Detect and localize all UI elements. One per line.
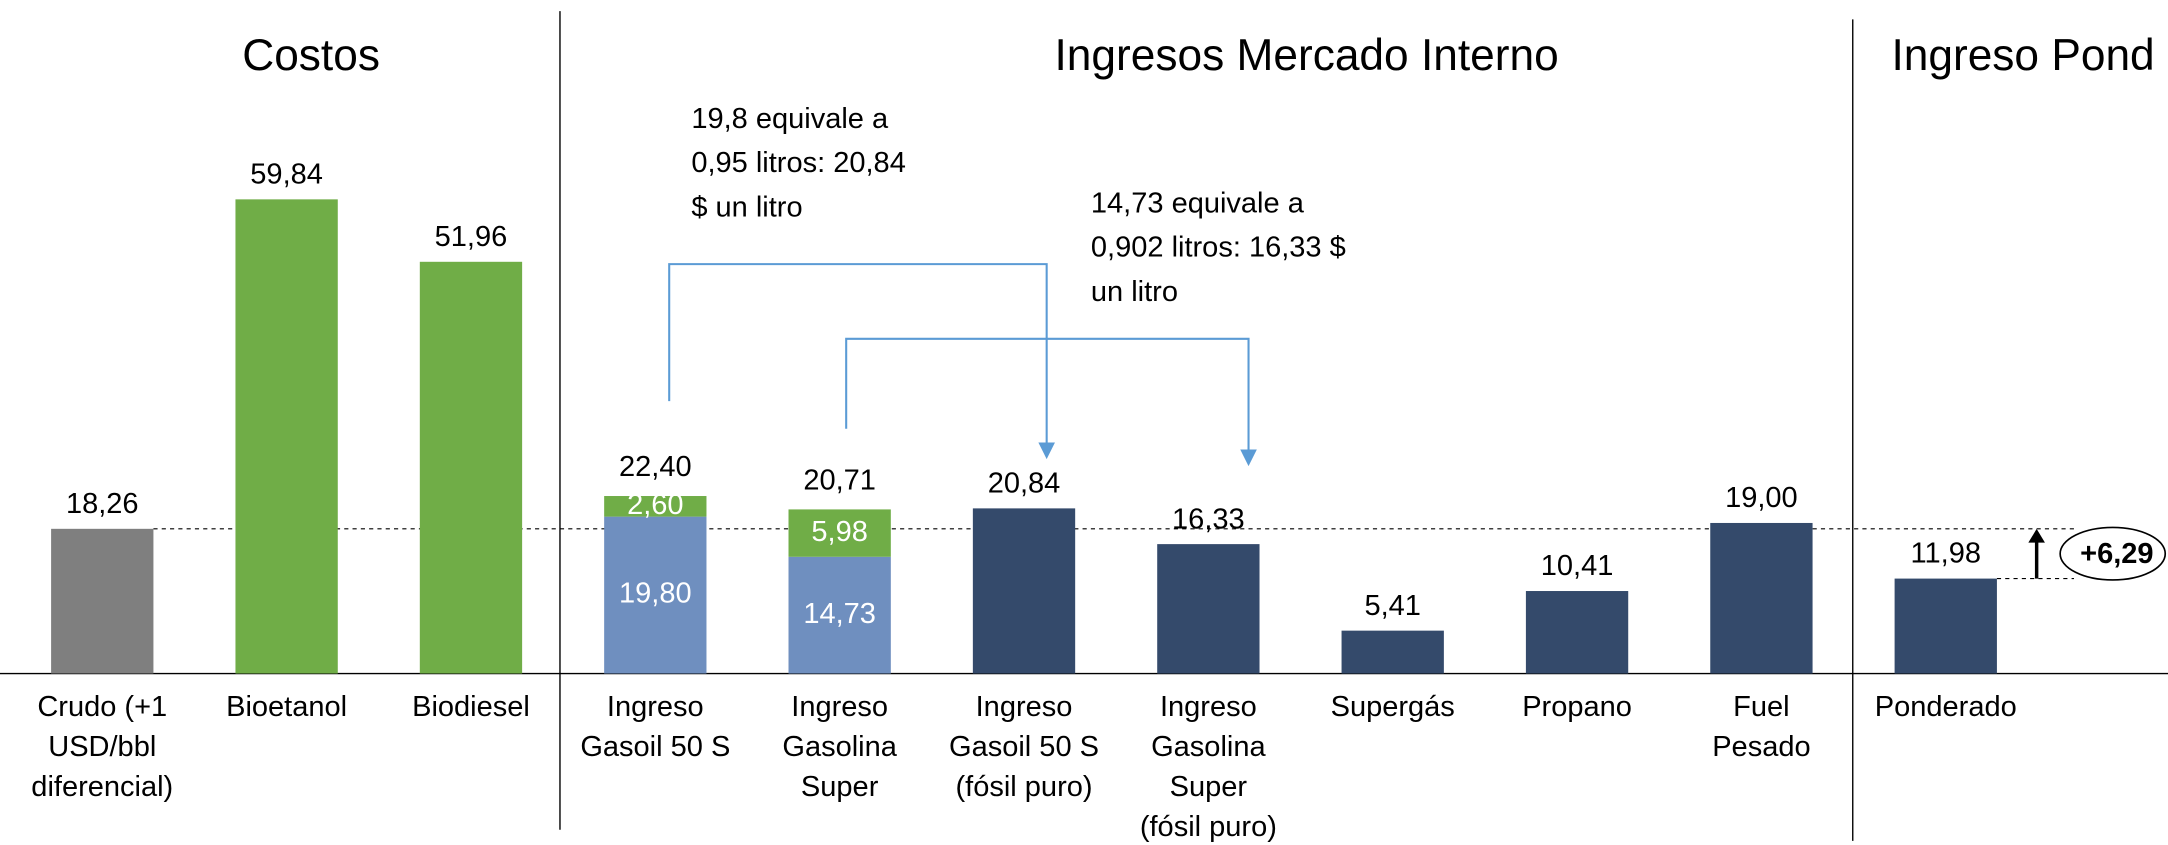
bar bbox=[51, 528, 154, 674]
x-tick-label: USD/bbl bbox=[48, 731, 156, 763]
total-label: 20,71 bbox=[803, 464, 876, 496]
bar bbox=[1341, 630, 1444, 674]
value-label: 11,98 bbox=[1911, 538, 1981, 570]
x-tick-label: Bioetanol bbox=[226, 691, 347, 723]
value-label: 5,41 bbox=[1364, 590, 1420, 622]
x-tick-label: diferencial) bbox=[31, 771, 173, 803]
bar bbox=[604, 516, 707, 674]
section-title: Ingreso Pond bbox=[1891, 31, 2154, 80]
arrowhead bbox=[1038, 442, 1055, 460]
value-label: 18,26 bbox=[66, 488, 139, 520]
difference-label: +6,29 bbox=[2080, 538, 2153, 570]
x-tick-label: Super bbox=[801, 771, 879, 803]
x-tick-label: Ingreso bbox=[1160, 691, 1257, 723]
bar bbox=[419, 261, 523, 674]
value-label: 19,00 bbox=[1725, 482, 1798, 514]
annotation: $ un litro bbox=[691, 191, 802, 223]
section-title: Ingresos Mercado Interno bbox=[1055, 31, 1559, 80]
value-label: 20,84 bbox=[988, 468, 1061, 500]
annotation: 19,8 equivale a bbox=[691, 103, 889, 135]
annotation: un litro bbox=[1091, 276, 1178, 308]
x-tick-label: Gasoil 50 S bbox=[949, 731, 1099, 763]
bar-segment bbox=[788, 509, 891, 557]
x-tick-label: Ingreso bbox=[607, 691, 704, 723]
value-label: 10,41 bbox=[1541, 550, 1614, 582]
x-tick-label: Ponderado bbox=[1875, 691, 2017, 723]
x-tick-label: Ingreso bbox=[976, 691, 1073, 723]
bar bbox=[1157, 544, 1260, 674]
x-tick-label: Gasolina bbox=[1151, 731, 1266, 763]
segment-label: 19,80 bbox=[619, 578, 692, 610]
arrowhead bbox=[1240, 449, 1257, 467]
x-tick-label: Gasolina bbox=[782, 731, 897, 763]
bar bbox=[1710, 522, 1813, 674]
annotation: 0,902 litros: 16,33 $ bbox=[1091, 232, 1346, 264]
x-tick-label: Ingreso bbox=[791, 691, 888, 723]
bar bbox=[1894, 578, 1997, 674]
segment-label: 5,98 bbox=[811, 516, 867, 548]
x-tick-label: Supergás bbox=[1331, 691, 1455, 723]
x-tick-label: Propano bbox=[1522, 691, 1632, 723]
x-tick-label: Biodiesel bbox=[412, 691, 530, 723]
x-tick-label: Super bbox=[1170, 771, 1248, 803]
x-tick-label: Pesado bbox=[1712, 731, 1810, 763]
total-label: 22,40 bbox=[619, 451, 692, 483]
section-title: Costos bbox=[242, 31, 380, 80]
bar bbox=[972, 508, 1076, 674]
segment-label: 14,73 bbox=[803, 598, 876, 630]
value-label: 16,33 bbox=[1172, 503, 1245, 535]
annotation: 0,95 litros: 20,84 bbox=[691, 147, 906, 179]
bar bbox=[788, 556, 891, 674]
value-label: 59,84 bbox=[250, 159, 323, 191]
annotation: 14,73 equivale a bbox=[1091, 187, 1305, 219]
x-tick-label: Gasoil 50 S bbox=[580, 731, 730, 763]
bar bbox=[235, 199, 338, 674]
connector bbox=[845, 337, 1250, 464]
difference-arrowhead bbox=[2028, 528, 2045, 543]
segment-label: 2,60 bbox=[627, 489, 683, 521]
x-tick-label: (fósil puro) bbox=[955, 771, 1092, 803]
value-label: 51,96 bbox=[435, 221, 508, 253]
difference-badge bbox=[2059, 526, 2167, 581]
x-tick-label: (fósil puro) bbox=[1140, 811, 1277, 843]
x-tick-label: Crudo (+1 bbox=[37, 691, 167, 723]
x-tick-label: Fuel bbox=[1733, 691, 1789, 723]
bar-segment bbox=[604, 496, 707, 517]
bar bbox=[1525, 591, 1629, 674]
connector bbox=[668, 263, 1048, 457]
